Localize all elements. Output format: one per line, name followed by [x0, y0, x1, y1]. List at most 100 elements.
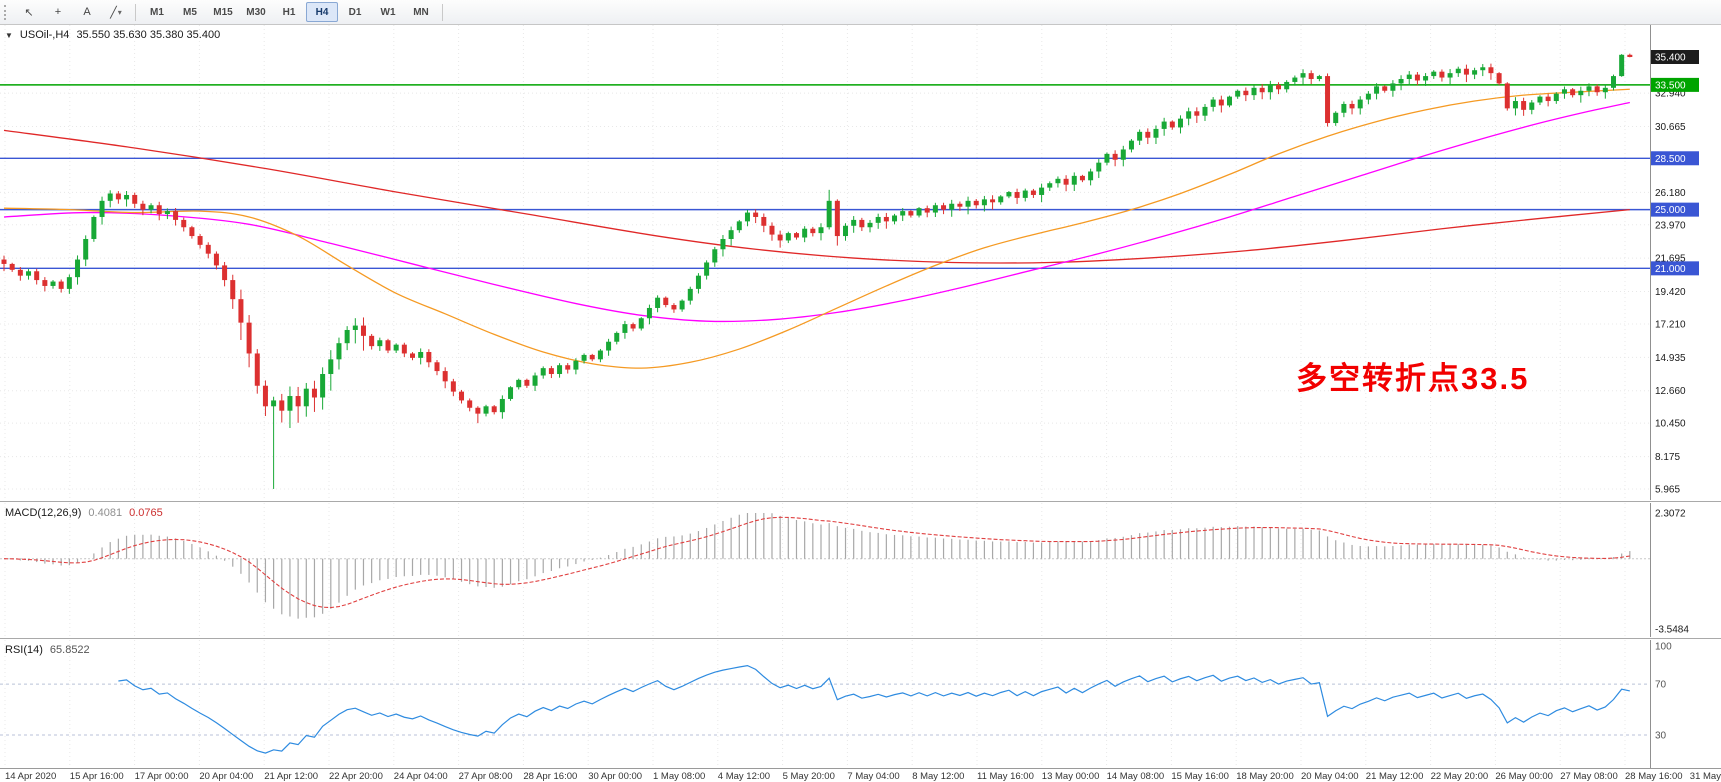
- candle-body: [181, 219, 187, 228]
- candle-body: [1627, 54, 1633, 57]
- rsi-canvas[interactable]: 100 70 30: [0, 640, 1721, 768]
- time-axis-label: 1 May 08:00: [653, 771, 706, 782]
- candle-body: [941, 205, 947, 210]
- timeframe-m5[interactable]: M5: [183, 6, 197, 18]
- candle-body: [1423, 76, 1429, 81]
- macd-canvas[interactable]: 2.3072 -3.5484: [0, 503, 1721, 637]
- candle-body: [401, 344, 407, 354]
- candle-body: [91, 216, 97, 239]
- ma-slow-red: [3, 129, 1630, 264]
- annotation-text[interactable]: 多空转折点33.5: [1296, 361, 1530, 396]
- candle-body: [1374, 86, 1380, 94]
- text-label-icon[interactable]: A: [83, 6, 91, 18]
- candle-body: [1594, 86, 1600, 93]
- candle-body: [769, 225, 775, 235]
- collapse-arrow-icon[interactable]: ▼: [5, 31, 13, 40]
- pointer-icon[interactable]: ↖: [24, 6, 34, 19]
- candle-body: [238, 299, 244, 323]
- candle-body: [230, 280, 236, 300]
- time-axis-label: 15 Apr 16:00: [69, 771, 124, 782]
- candle-body: [1161, 121, 1167, 129]
- main-chart-canvas[interactable]: 32.940 30.665 26.180 23.970 21.695 19.420 17.2…: [0, 25, 1721, 500]
- candle-body: [1006, 192, 1012, 197]
- candle-body: [197, 236, 203, 245]
- panel-separator[interactable]: [0, 637, 1721, 640]
- candle-body: [475, 407, 481, 414]
- time-axis-label: 5 May 20:00: [782, 771, 835, 782]
- price-axis-label: 8.175: [1655, 452, 1680, 463]
- timeframe-button-group: M1 M5 M15 M30 H1 H4 D1 W1 MN: [141, 2, 437, 22]
- toolbar-grip[interactable]: [4, 4, 10, 20]
- candle-body: [1553, 93, 1559, 102]
- time-axis[interactable]: 14 Apr 2020 15 Apr 16:00 17 Apr 00:00 20 Ap…: [0, 768, 1721, 782]
- timeframe-m30[interactable]: M30: [246, 6, 266, 18]
- candle-body: [1267, 84, 1273, 93]
- candle-body: [695, 275, 701, 289]
- panel-separator[interactable]: [0, 500, 1721, 503]
- candle-body: [107, 193, 113, 201]
- candle-body: [271, 400, 277, 407]
- timeframe-h1[interactable]: H1: [282, 6, 296, 18]
- time-axis-label: 24 Apr 04:00: [393, 771, 448, 782]
- timeframe-d1[interactable]: D1: [348, 6, 362, 18]
- time-axis-label: 18 May 20:00: [1236, 771, 1294, 782]
- candle-body: [1390, 83, 1396, 91]
- candle-body: [981, 199, 987, 206]
- candle-body: [728, 230, 734, 239]
- candle-body: [442, 371, 448, 382]
- candle-body: [467, 400, 473, 408]
- price-axis-label: 14.935: [1655, 353, 1686, 364]
- candle-body: [516, 379, 522, 388]
- candle-body: [1, 259, 7, 264]
- timeframe-mn[interactable]: MN: [413, 6, 429, 18]
- candle-body: [573, 360, 579, 370]
- candle-body: [606, 341, 612, 351]
- candle-body: [793, 233, 799, 238]
- candle-body: [1055, 178, 1061, 184]
- price-tag-blue: [1651, 202, 1699, 217]
- time-axis-label: 30 Apr 00:00: [588, 771, 643, 782]
- price-tag-text: 21.000: [1655, 264, 1686, 275]
- candle-body: [843, 225, 849, 237]
- timeframe-m15[interactable]: M15: [213, 6, 233, 18]
- macd-axis-label: 2.3072: [1655, 509, 1686, 520]
- candle-body: [491, 406, 497, 413]
- candle-body: [900, 211, 906, 216]
- candle-body: [973, 200, 979, 206]
- candle-body: [1537, 96, 1543, 103]
- toolbar-separator: [442, 3, 443, 21]
- candle-body: [1227, 96, 1232, 106]
- candle-body: [638, 318, 644, 329]
- price-axis-label: 12.660: [1655, 386, 1686, 397]
- candle-body: [1210, 99, 1216, 107]
- candle-body: [434, 362, 440, 372]
- time-axis-label: 8 May 12:00: [912, 771, 965, 782]
- candle-body: [1349, 103, 1355, 109]
- crosshair-icon[interactable]: +: [54, 6, 62, 18]
- time-axis-label: 20 May 04:00: [1301, 771, 1359, 782]
- candle-body: [1202, 106, 1208, 116]
- candle-body: [581, 354, 587, 361]
- toolbar-separator: [135, 3, 136, 21]
- candle-body: [1431, 71, 1437, 77]
- candle-body: [164, 211, 170, 215]
- price-tag-blue: [1651, 151, 1699, 166]
- timeframe-h4[interactable]: H4: [306, 2, 338, 22]
- macd-histogram: [11, 513, 1631, 619]
- candle-body: [646, 307, 652, 319]
- candle-body: [213, 253, 219, 266]
- symbol-text: USOil-,H4: [19, 29, 70, 41]
- price-tag-green: [1651, 77, 1699, 92]
- candle-body: [859, 219, 865, 228]
- candle-body: [9, 263, 15, 270]
- candle-body: [1088, 171, 1094, 181]
- candle-body: [499, 398, 505, 413]
- draw-tools-icon[interactable]: ╱ ▾: [110, 6, 122, 19]
- timeframe-w1[interactable]: W1: [380, 6, 396, 18]
- candle-body: [50, 281, 56, 286]
- candle-body: [1316, 76, 1322, 80]
- candle-body: [148, 205, 154, 210]
- candle-body: [377, 340, 383, 347]
- timeframe-m1[interactable]: M1: [150, 6, 164, 18]
- time-axis-label: 22 May 20:00: [1430, 771, 1489, 782]
